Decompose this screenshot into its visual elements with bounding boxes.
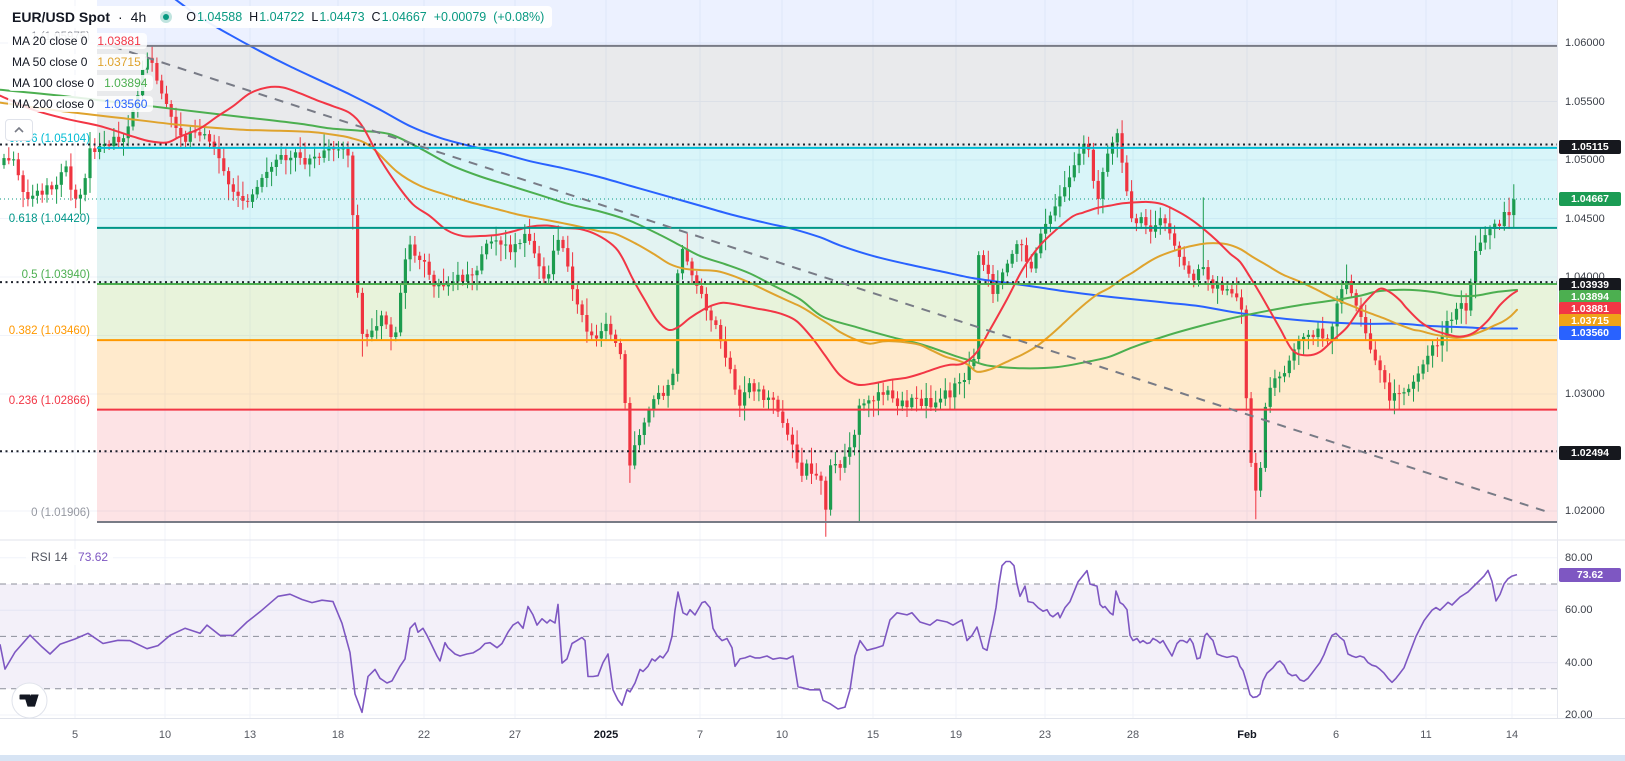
chart-legend: EUR/USD Spot · 4h O1.04588 H1.04722 L1.0…: [8, 6, 553, 112]
legend-ma-row-4[interactable]: MA 200 close 0 1.03560: [8, 96, 154, 112]
time-tick-6: 6: [1332, 729, 1340, 741]
ohlc-values: O1.04588 H1.04722 L1.04473 C1.04667 +0.0…: [186, 10, 545, 24]
fib-label-0.382: 0.382 (1.03460): [8, 325, 90, 338]
rsi-badge: 73.62: [1559, 567, 1621, 582]
ma200-line: [174, 0, 1518, 330]
rsi-value: 73.62: [78, 550, 109, 564]
fib-label-0.618: 0.618 (1.04420): [8, 212, 90, 225]
ma-label: MA 50 close 0: [12, 55, 88, 69]
close-value: 1.04667: [381, 10, 427, 24]
ma-label: MA 100 close 0: [12, 76, 95, 90]
time-tick-10: 10: [158, 729, 172, 741]
time-tick-13: 13: [243, 729, 257, 741]
price-badge-1.05115: 1.05115: [1559, 139, 1621, 154]
legend-ma-row-3[interactable]: MA 100 close 0 1.03894: [8, 75, 154, 91]
price-badge-1.03894: 1.03894: [1559, 290, 1621, 304]
ma-value: 1.03715: [97, 55, 141, 69]
fib-label-0.236: 0.236 (1.02866): [8, 394, 90, 407]
descending-trendline: [112, 45, 1553, 515]
fib-label-0: 0 (1.01906): [31, 506, 90, 519]
ma-value: 1.03560: [104, 97, 148, 111]
chevron-up-icon: [14, 127, 24, 133]
price-tick-1.05500: 1.05500: [1565, 95, 1605, 108]
time-tick-23: 23: [1038, 729, 1052, 741]
rsi-indicator-label[interactable]: RSI 14 73.62: [26, 549, 114, 565]
price-badge-1.02494: 1.02494: [1559, 446, 1621, 461]
price-tick-1.02000: 1.02000: [1565, 505, 1605, 517]
time-tick-2025: 2025: [593, 729, 619, 741]
ma-value: 1.03881: [97, 34, 141, 48]
symbol-name[interactable]: EUR/USD Spot: [12, 9, 110, 25]
time-tick-10: 10: [775, 729, 789, 741]
open-value: 1.04588: [196, 10, 243, 24]
time-tick-11: 11: [1420, 729, 1432, 741]
ma-value: 1.03894: [104, 76, 148, 90]
time-tick-22: 22: [417, 729, 431, 741]
rsi-band: [0, 584, 1557, 689]
rsi-tick-60.00: 60.00: [1565, 604, 1593, 617]
time-tick-14: 14: [1505, 729, 1519, 741]
time-tick-15: 15: [866, 729, 880, 741]
legend-ma-row-1[interactable]: MA 20 close 0 1.03881: [8, 33, 147, 49]
fib-zone-0.382: [97, 340, 1557, 410]
price-tick-1.03000: 1.03000: [1565, 388, 1605, 400]
ma50-line: [0, 101, 1518, 373]
ma-label: MA 200 close 0: [12, 97, 95, 111]
interval-separator: ·: [118, 9, 123, 25]
symbol-title-row[interactable]: EUR/USD Spot · 4h O1.04588 H1.04722 L1.0…: [8, 6, 553, 28]
time-tick-19: 19: [949, 729, 963, 741]
price-badge-1.03560: 1.03560: [1559, 326, 1621, 340]
time-tick-Feb: Feb: [1237, 729, 1257, 741]
price-tick-1.04500: 1.04500: [1565, 212, 1605, 225]
high-value: 1.04722: [259, 10, 305, 24]
price-badge-1.04667: 1.04667: [1559, 191, 1621, 206]
price-axis-separator: [1557, 0, 1558, 718]
price-badge-1.03715: 1.03715: [1559, 314, 1621, 328]
tradingview-logo[interactable]: [11, 682, 48, 724]
price-tick-1.05000: 1.05000: [1565, 154, 1605, 166]
price-badge-1.03939: 1.03939: [1559, 278, 1621, 292]
rsi-name: RSI 14: [31, 550, 68, 564]
time-tick-27: 27: [508, 729, 522, 741]
time-axis[interactable]: 5 10 13 18 22 27 2025 7 10 15 19 23 28 Feb 6 11 14: [0, 718, 1625, 757]
rsi-tick-80.00: 80.00: [1565, 551, 1593, 564]
fib-zone-0.786: [97, 147, 1557, 228]
time-tick-7: 7: [696, 729, 704, 741]
change-pct-value: (+0.08%): [493, 10, 545, 24]
rsi-tick-40.00: 40.00: [1565, 656, 1593, 669]
rsi-line: [0, 560, 1518, 714]
price-tick-1.06000: 1.06000: [1565, 37, 1605, 49]
fib-zone-0.618: [97, 227, 1557, 285]
low-value: 1.04473: [319, 10, 365, 24]
time-tick-5: 5: [71, 729, 79, 741]
time-tick-28: 28: [1126, 729, 1140, 741]
legend-ma-row-2[interactable]: MA 50 close 0 1.03715: [8, 54, 147, 70]
legend-collapse-button[interactable]: [5, 119, 33, 141]
ma-label: MA 20 close 0: [12, 34, 88, 48]
ma20-line: [0, 85, 1518, 387]
change-value: +0.00079: [433, 10, 487, 24]
market-status-icon[interactable]: [160, 11, 173, 23]
price-badge-1.03881: 1.03881: [1559, 302, 1621, 316]
ma100-line: [0, 88, 1518, 370]
fib-label-0.5: 0.5 (1.03940): [21, 269, 90, 282]
bottom-edge-strip: [0, 755, 1625, 761]
fib-zone-1: [97, 45, 1557, 148]
time-tick-18: 18: [331, 729, 345, 741]
interval-label[interactable]: 4h: [130, 9, 147, 25]
